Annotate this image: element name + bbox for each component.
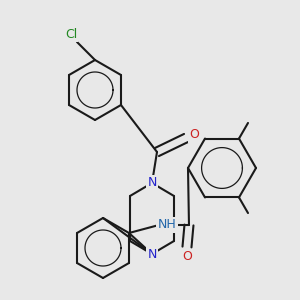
- Text: O: O: [189, 128, 199, 142]
- Text: N: N: [147, 248, 157, 260]
- Text: N: N: [147, 176, 157, 190]
- Text: NH: NH: [158, 218, 176, 232]
- Text: O: O: [182, 250, 192, 263]
- Text: Cl: Cl: [65, 28, 77, 40]
